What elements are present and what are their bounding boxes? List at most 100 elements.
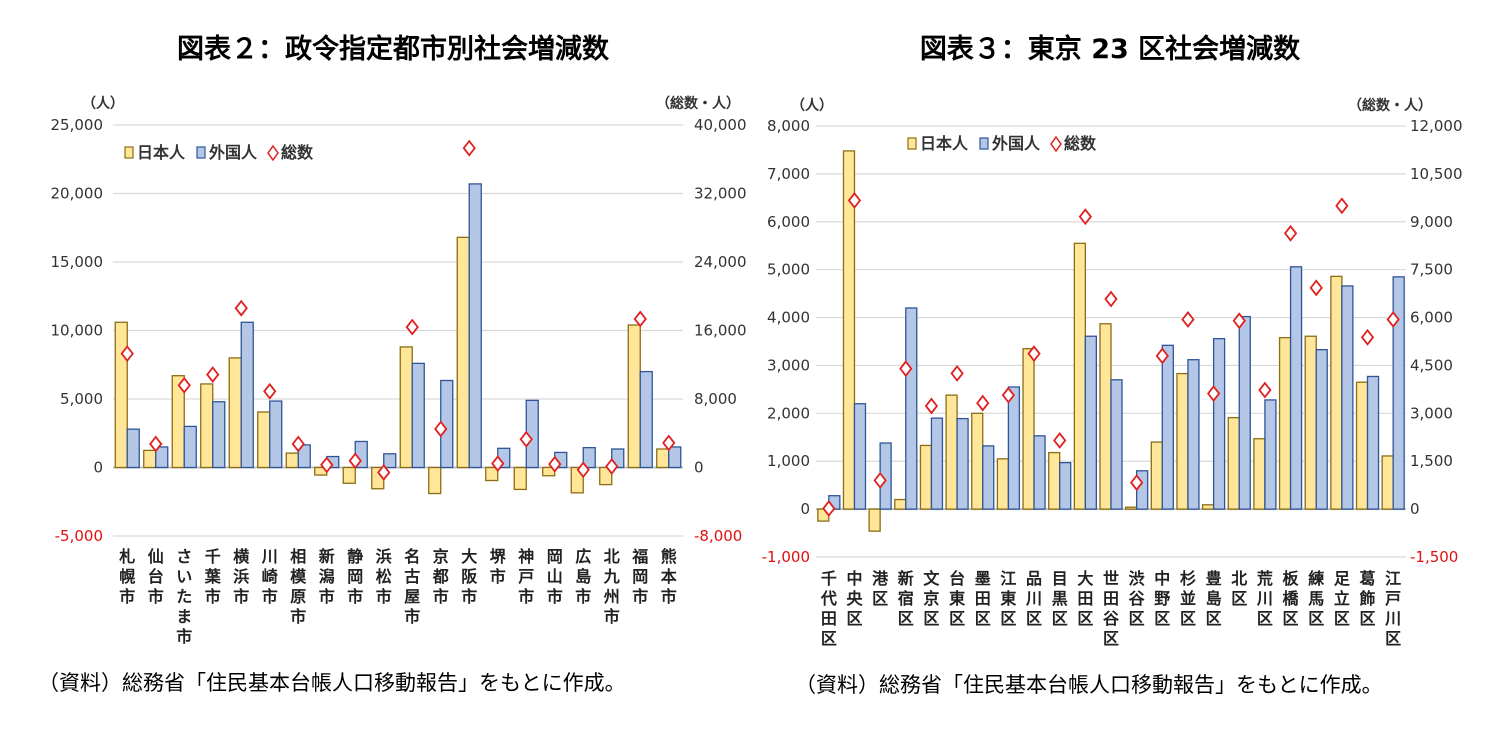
category-label: 板橋区 bbox=[1283, 569, 1300, 628]
total-marker bbox=[320, 456, 334, 474]
chart-social-change-designated-cities: 図表２：政令指定都市別社会増減数 （人） （総数・人） （資料）総務省「住民基本… bbox=[38, 33, 747, 695]
foreign-bar bbox=[468, 183, 482, 469]
japanese-bar bbox=[1150, 441, 1163, 510]
total-marker bbox=[1027, 345, 1041, 363]
japanese-bar bbox=[143, 449, 157, 469]
legend: 日本人 外国人 総数 bbox=[124, 143, 314, 162]
japanese-bar bbox=[257, 411, 271, 469]
left-axis-tick-label: 1,000 bbox=[767, 452, 810, 470]
japanese-bar bbox=[428, 466, 442, 495]
legend-foreign-swatch bbox=[196, 146, 206, 159]
right-axis-tick-label: 16,000 bbox=[694, 322, 747, 340]
category-label: 浜松市 bbox=[376, 547, 392, 606]
legend: 日本人 外国人 総数 bbox=[907, 134, 1097, 153]
total-marker bbox=[605, 458, 619, 475]
category-label: 港区 bbox=[872, 569, 889, 608]
total-marker bbox=[1283, 224, 1298, 242]
foreign-bar bbox=[1161, 344, 1174, 510]
left-axis-tick-label: 0 bbox=[800, 500, 810, 518]
total-marker bbox=[873, 471, 887, 489]
foreign-bar bbox=[155, 446, 169, 469]
legend-japanese-swatch bbox=[907, 137, 917, 150]
japanese-bar bbox=[456, 236, 470, 469]
right-axis-tick-label: 6,000 bbox=[1410, 309, 1453, 327]
foreign-bar bbox=[1084, 335, 1097, 510]
right-axis-tick-label: 40,000 bbox=[694, 116, 747, 134]
foreign-bar bbox=[956, 417, 969, 510]
right-axis-unit: （総数・人） bbox=[656, 95, 740, 112]
japanese-bar bbox=[1278, 337, 1292, 510]
category-label: 文京区 bbox=[923, 569, 940, 628]
japanese-bar bbox=[1330, 275, 1343, 510]
category-label: 千代田区 bbox=[820, 569, 837, 648]
foreign-bar bbox=[1341, 285, 1354, 510]
category-label: 江東区 bbox=[1000, 569, 1016, 628]
right-axis-tick-label: 10,500 bbox=[1410, 165, 1463, 183]
total-marker bbox=[1104, 290, 1118, 308]
category-label: 墨田区 bbox=[975, 569, 991, 628]
foreign-bar bbox=[297, 444, 311, 469]
total-marker bbox=[1181, 311, 1195, 328]
category-label: 中央区 bbox=[846, 569, 863, 628]
category-label: 京都市 bbox=[432, 547, 449, 606]
right-axis-tick-label: -8,000 bbox=[694, 527, 742, 545]
total-marker bbox=[1078, 208, 1092, 226]
foreign-bar bbox=[1059, 462, 1072, 510]
category-label: 熊本市 bbox=[661, 547, 677, 606]
total-marker bbox=[1053, 432, 1067, 449]
chart-title: 図表３：東京 23 区社会増減数 bbox=[920, 33, 1301, 65]
category-label: 横浜市 bbox=[233, 547, 250, 606]
category-label: 岡山市 bbox=[547, 547, 563, 606]
category-label: 静岡市 bbox=[347, 547, 363, 606]
category-label: 川崎市 bbox=[261, 547, 278, 606]
foreign-bar bbox=[212, 401, 226, 469]
left-axis-tick-label: 0 bbox=[93, 459, 103, 477]
total-marker bbox=[291, 435, 305, 453]
japanese-bar bbox=[842, 150, 856, 510]
foreign-bar bbox=[183, 425, 197, 469]
foreign-bar bbox=[982, 445, 995, 510]
total-marker bbox=[899, 360, 913, 378]
total-marker bbox=[234, 299, 248, 317]
japanese-bar bbox=[485, 466, 499, 482]
left-axis-tick-label: -5,000 bbox=[55, 527, 103, 545]
foreign-bar bbox=[269, 400, 283, 469]
foreign-bar bbox=[905, 307, 918, 510]
japanese-bar bbox=[919, 444, 933, 510]
category-label: 渋谷区 bbox=[1129, 569, 1146, 628]
japanese-bar bbox=[1048, 451, 1061, 510]
category-label: 千葉市 bbox=[204, 547, 222, 606]
right-axis-tick-label: 24,000 bbox=[694, 253, 747, 271]
total-marker bbox=[206, 366, 220, 384]
total-marker bbox=[149, 435, 163, 453]
japanese-bar bbox=[1381, 455, 1394, 510]
source-note: （資料）総務省「住民基本台帳人口移動報告」をもとに作成。 bbox=[38, 671, 626, 695]
left-axis-tick-label: 10,000 bbox=[51, 322, 104, 340]
foreign-bar bbox=[126, 428, 140, 469]
right-axis-tick-label: 32,000 bbox=[694, 185, 747, 203]
total-marker bbox=[822, 500, 836, 517]
japanese-bar bbox=[228, 357, 242, 469]
foreign-bar bbox=[1366, 375, 1380, 510]
foreign-bar bbox=[1392, 276, 1405, 510]
category-label: 江戸川区 bbox=[1384, 569, 1401, 648]
foreign-bar bbox=[1264, 399, 1277, 510]
total-marker bbox=[1335, 197, 1349, 215]
category-label: 相模原市 bbox=[290, 547, 307, 626]
legend-japanese-swatch bbox=[124, 146, 134, 159]
category-label: 葛飾区 bbox=[1360, 569, 1376, 628]
left-axis-tick-label: 7,000 bbox=[767, 165, 810, 183]
category-label: 世田谷区 bbox=[1103, 569, 1120, 648]
category-label: 台東区 bbox=[949, 569, 965, 628]
left-axis-tick-label: 3,000 bbox=[767, 356, 810, 374]
category-label: 荒川区 bbox=[1256, 569, 1273, 628]
japanese-bar bbox=[1176, 372, 1189, 510]
category-label: 福岡市 bbox=[631, 547, 648, 606]
right-axis-unit: （総数・人） bbox=[1348, 97, 1432, 114]
legend-label: 日本人 bbox=[920, 134, 969, 153]
right-axis-tick-label: 3,000 bbox=[1410, 404, 1453, 422]
total-marker bbox=[1001, 386, 1016, 404]
total-marker bbox=[348, 452, 362, 470]
total-marker bbox=[1360, 328, 1375, 346]
